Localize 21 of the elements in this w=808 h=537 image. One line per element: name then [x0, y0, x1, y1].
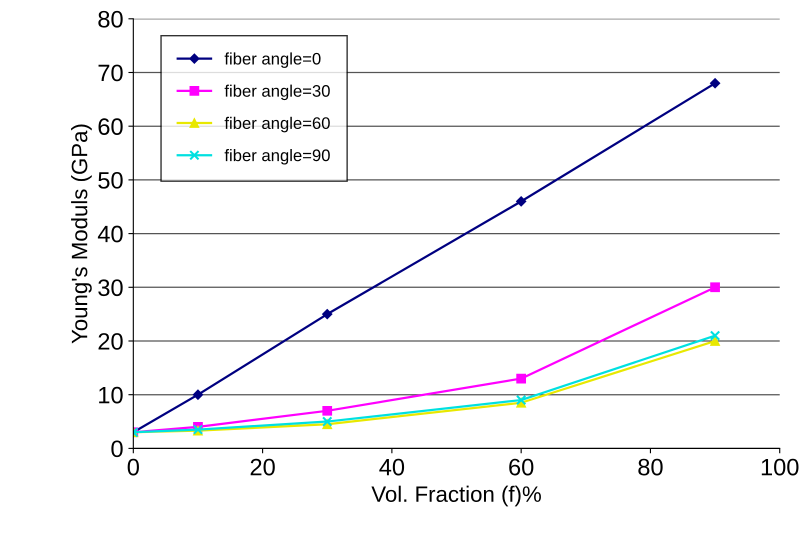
y-tick-label: 70	[98, 64, 123, 82]
y-tick-label: 0	[111, 440, 123, 458]
legend-label: fiber angle=30	[224, 84, 330, 100]
x-tick-label: 40	[379, 458, 404, 476]
x-tick-label: 80	[638, 458, 663, 476]
y-tick-label: 30	[98, 279, 123, 296]
x-tick-label: 60	[509, 458, 534, 476]
x-tick-label: 20	[250, 458, 275, 476]
y-tick-label: 20	[98, 333, 123, 350]
y-tick-label: 60	[98, 118, 123, 135]
x-tick-label: 100	[762, 458, 798, 476]
y-tick-label: 10	[99, 386, 123, 404]
x-tick-label: 0	[128, 458, 139, 476]
legend-label: fiber angle=0	[224, 52, 321, 68]
y-tick-label: 50	[98, 172, 123, 189]
legend-label: fiber angle=60	[224, 116, 330, 132]
x-axis-title: Vol. Fraction (f)%	[371, 486, 541, 506]
y-tick-label: 80	[98, 10, 123, 28]
y-axis-title: Young's Moduls (GPa)	[71, 124, 92, 344]
y-tick-label: 40	[98, 226, 123, 242]
legend-label: fiber angle=90	[224, 148, 330, 165]
